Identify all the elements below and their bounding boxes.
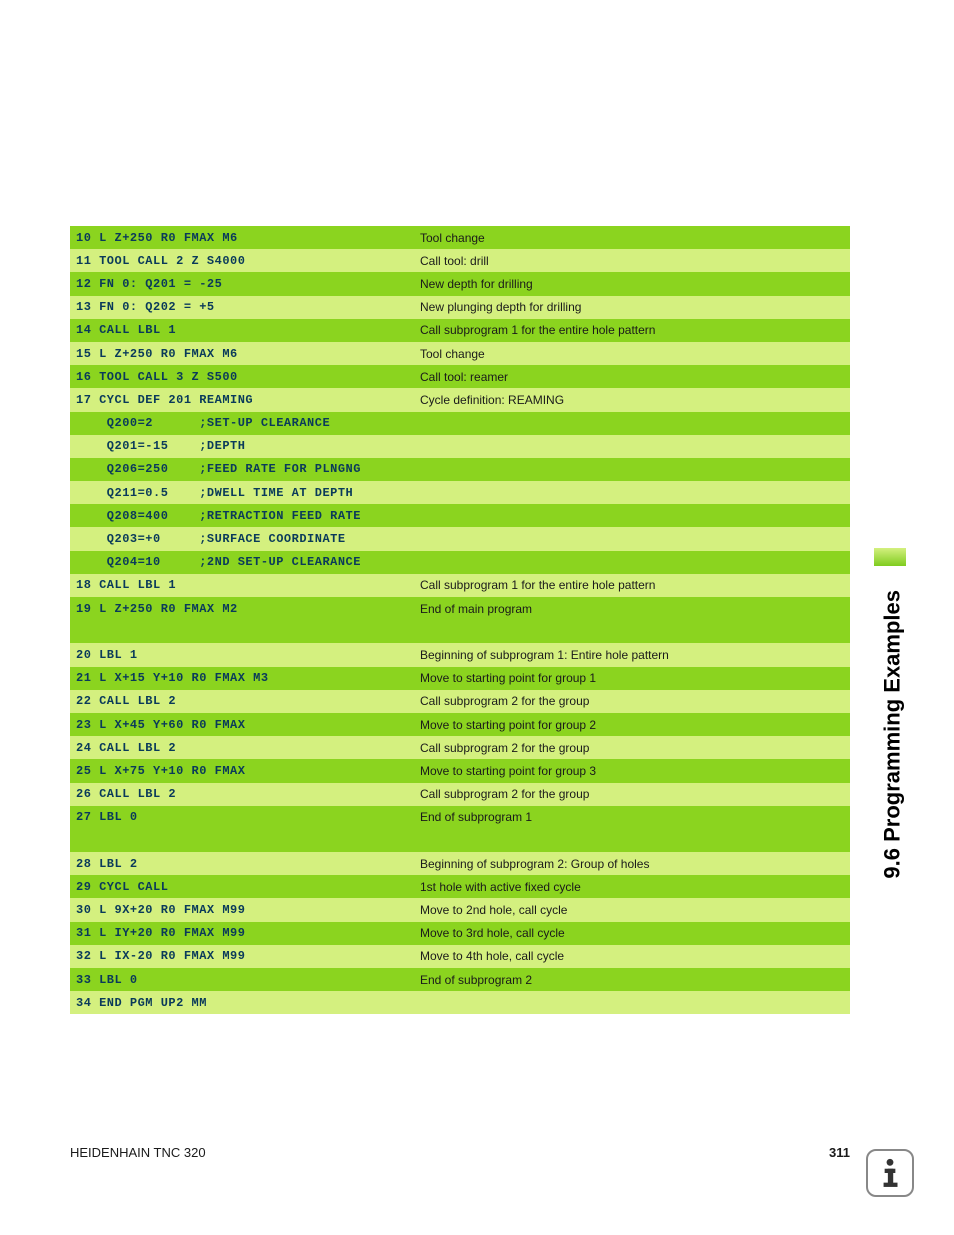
description-cell: End of subprogram 2 <box>414 973 850 987</box>
table-row: 21 L X+15 Y+10 R0 FMAX M3Move to startin… <box>70 667 850 690</box>
table-row: Q203=+0 ;SURFACE COORDINATE <box>70 527 850 550</box>
section-heading: 9.6 Programming Examples <box>880 590 906 879</box>
description-cell: Call tool: reamer <box>414 370 850 384</box>
table-row: 29 CYCL CALL1st hole with active fixed c… <box>70 875 850 898</box>
description-cell: New depth for drilling <box>414 277 850 291</box>
table-row: 10 L Z+250 R0 FMAX M6Tool change <box>70 226 850 249</box>
code-cell: 23 L X+45 Y+60 R0 FMAX <box>70 718 414 732</box>
page-number: 311 <box>829 1145 850 1160</box>
table-row <box>70 829 850 852</box>
table-row: Q200=2 ;SET-UP CLEARANCE <box>70 412 850 435</box>
code-cell: 11 TOOL CALL 2 Z S4000 <box>70 254 414 268</box>
table-row: 17 CYCL DEF 201 REAMINGCycle definition:… <box>70 388 850 411</box>
code-cell: 19 L Z+250 R0 FMAX M2 <box>70 602 414 616</box>
table-row: 24 CALL LBL 2Call subprogram 2 for the g… <box>70 736 850 759</box>
table-row: 19 L Z+250 R0 FMAX M2End of main program <box>70 597 850 620</box>
code-cell: 34 END PGM UP2 MM <box>70 996 414 1010</box>
table-row: 31 L IY+20 R0 FMAX M99Move to 3rd hole, … <box>70 922 850 945</box>
table-row: 23 L X+45 Y+60 R0 FMAXMove to starting p… <box>70 713 850 736</box>
table-row: 25 L X+75 Y+10 R0 FMAXMove to starting p… <box>70 759 850 782</box>
code-cell: 28 LBL 2 <box>70 857 414 871</box>
code-cell: 22 CALL LBL 2 <box>70 694 414 708</box>
table-row: 11 TOOL CALL 2 Z S4000Call tool: drill <box>70 249 850 272</box>
code-cell: 18 CALL LBL 1 <box>70 578 414 592</box>
description-cell: Move to 2nd hole, call cycle <box>414 903 850 917</box>
table-row: Q206=250 ;FEED RATE FOR PLNGNG <box>70 458 850 481</box>
description-cell: Call subprogram 2 for the group <box>414 694 850 708</box>
description-cell: Tool change <box>414 231 850 245</box>
section-heading-tab: 9.6 Programming Examples <box>866 230 906 590</box>
table-row: 16 TOOL CALL 3 Z S500Call tool: reamer <box>70 365 850 388</box>
table-row: 32 L IX-20 R0 FMAX M99Move to 4th hole, … <box>70 945 850 968</box>
description-cell: Move to 3rd hole, call cycle <box>414 926 850 940</box>
table-row: 34 END PGM UP2 MM <box>70 991 850 1014</box>
description-cell: Beginning of subprogram 1: Entire hole p… <box>414 648 850 662</box>
code-cell: 16 TOOL CALL 3 Z S500 <box>70 370 414 384</box>
code-cell: Q203=+0 ;SURFACE COORDINATE <box>70 532 414 546</box>
description-cell: Call subprogram 2 for the group <box>414 787 850 801</box>
description-cell: Cycle definition: REAMING <box>414 393 850 407</box>
code-cell: 25 L X+75 Y+10 R0 FMAX <box>70 764 414 778</box>
code-cell: 15 L Z+250 R0 FMAX M6 <box>70 347 414 361</box>
description-cell: Move to 4th hole, call cycle <box>414 949 850 963</box>
table-row: 13 FN 0: Q202 = +5New plunging depth for… <box>70 296 850 319</box>
code-cell: Q200=2 ;SET-UP CLEARANCE <box>70 416 414 430</box>
code-cell: Q201=-15 ;DEPTH <box>70 439 414 453</box>
code-cell: 27 LBL 0 <box>70 810 414 824</box>
code-cell: 29 CYCL CALL <box>70 880 414 894</box>
table-row: 26 CALL LBL 2Call subprogram 2 for the g… <box>70 783 850 806</box>
code-cell: 31 L IY+20 R0 FMAX M99 <box>70 926 414 940</box>
table-row: 27 LBL 0End of subprogram 1 <box>70 806 850 829</box>
description-cell: Move to starting point for group 1 <box>414 671 850 685</box>
table-row: 20 LBL 1Beginning of subprogram 1: Entir… <box>70 643 850 666</box>
description-cell: Move to starting point for group 3 <box>414 764 850 778</box>
table-row: 28 LBL 2Beginning of subprogram 2: Group… <box>70 852 850 875</box>
code-cell: 12 FN 0: Q201 = -25 <box>70 277 414 291</box>
table-row: Q211=0.5 ;DWELL TIME AT DEPTH <box>70 481 850 504</box>
description-cell: End of subprogram 1 <box>414 810 850 824</box>
code-cell: Q204=10 ;2ND SET-UP CLEARANCE <box>70 555 414 569</box>
code-cell: 26 CALL LBL 2 <box>70 787 414 801</box>
table-row: 15 L Z+250 R0 FMAX M6Tool change <box>70 342 850 365</box>
table-row: 30 L 9X+20 R0 FMAX M99Move to 2nd hole, … <box>70 898 850 921</box>
code-table: 10 L Z+250 R0 FMAX M6Tool change11 TOOL … <box>70 226 850 1014</box>
code-cell: 10 L Z+250 R0 FMAX M6 <box>70 231 414 245</box>
code-cell: 17 CYCL DEF 201 REAMING <box>70 393 414 407</box>
code-cell: 14 CALL LBL 1 <box>70 323 414 337</box>
table-row: Q208=400 ;RETRACTION FEED RATE <box>70 504 850 527</box>
description-cell: Tool change <box>414 347 850 361</box>
description-cell: Call subprogram 2 for the group <box>414 741 850 755</box>
code-cell: 20 LBL 1 <box>70 648 414 662</box>
table-row: Q204=10 ;2ND SET-UP CLEARANCE <box>70 551 850 574</box>
code-cell: 30 L 9X+20 R0 FMAX M99 <box>70 903 414 917</box>
table-row <box>70 620 850 643</box>
table-row: Q201=-15 ;DEPTH <box>70 435 850 458</box>
sidebar-accent <box>874 548 906 566</box>
code-cell: Q206=250 ;FEED RATE FOR PLNGNG <box>70 462 414 476</box>
description-cell: Call subprogram 1 for the entire hole pa… <box>414 578 850 592</box>
page-footer: HEIDENHAIN TNC 320 311 <box>70 1145 850 1160</box>
code-cell: 24 CALL LBL 2 <box>70 741 414 755</box>
table-row: 12 FN 0: Q201 = -25New depth for drillin… <box>70 272 850 295</box>
description-cell: 1st hole with active fixed cycle <box>414 880 850 894</box>
info-icon <box>866 1149 914 1197</box>
description-cell: Move to starting point for group 2 <box>414 718 850 732</box>
code-cell: 32 L IX-20 R0 FMAX M99 <box>70 949 414 963</box>
code-cell: 33 LBL 0 <box>70 973 414 987</box>
table-row: 14 CALL LBL 1Call subprogram 1 for the e… <box>70 319 850 342</box>
description-cell: New plunging depth for drilling <box>414 300 850 314</box>
code-cell: Q211=0.5 ;DWELL TIME AT DEPTH <box>70 486 414 500</box>
code-cell: 21 L X+15 Y+10 R0 FMAX M3 <box>70 671 414 685</box>
code-cell: Q208=400 ;RETRACTION FEED RATE <box>70 509 414 523</box>
table-row: 22 CALL LBL 2Call subprogram 2 for the g… <box>70 690 850 713</box>
table-row: 33 LBL 0End of subprogram 2 <box>70 968 850 991</box>
footer-product: HEIDENHAIN TNC 320 <box>70 1145 206 1160</box>
table-row: 18 CALL LBL 1Call subprogram 1 for the e… <box>70 574 850 597</box>
description-cell: Beginning of subprogram 2: Group of hole… <box>414 857 850 871</box>
code-cell: 13 FN 0: Q202 = +5 <box>70 300 414 314</box>
description-cell: Call tool: drill <box>414 254 850 268</box>
description-cell: Call subprogram 1 for the entire hole pa… <box>414 323 850 337</box>
description-cell: End of main program <box>414 602 850 616</box>
